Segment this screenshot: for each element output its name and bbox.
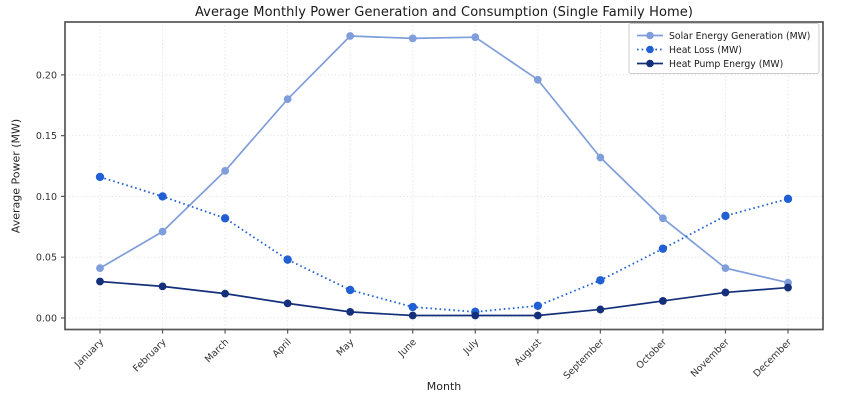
- y-tick-label: 0.00: [36, 313, 57, 324]
- x-tick-label: May: [335, 337, 357, 359]
- data-point-heat-loss-mw: [596, 276, 605, 285]
- legend-marker: [646, 59, 654, 68]
- data-point-heat-pump-energy-mw: [221, 289, 229, 298]
- plot-border: [64, 21, 824, 331]
- legend-label: Heat Loss (MW): [669, 45, 742, 56]
- data-point-heat-pump-energy-mw: [283, 299, 292, 308]
- legend-label: Solar Energy Generation (MW): [669, 31, 810, 42]
- series-line-heat-loss-mw: [99, 176, 789, 313]
- series-line-solar-energy-generation-mw: [99, 35, 789, 284]
- x-axis-label: Month: [426, 380, 462, 393]
- data-point-heat-pump-energy-mw: [346, 307, 355, 316]
- data-point-heat-loss-mw: [721, 211, 730, 221]
- x-tick-label: February: [131, 337, 169, 375]
- data-point-solar-energy-generation-mw: [346, 32, 355, 40]
- data-point-heat-pump-energy-mw: [721, 288, 730, 297]
- data-point-heat-loss-mw: [408, 302, 417, 312]
- data-point-heat-pump-energy-mw: [784, 283, 792, 292]
- data-point-heat-pump-energy-mw: [158, 282, 167, 291]
- data-point-heat-pump-energy-mw: [596, 305, 605, 314]
- x-tick-label: November: [689, 337, 732, 380]
- x-tick-label: June: [396, 337, 419, 360]
- data-point-solar-energy-generation-mw: [659, 214, 667, 223]
- data-point-solar-energy-generation-mw: [158, 227, 167, 236]
- x-tick-label: September: [562, 337, 607, 382]
- data-point-heat-loss-mw: [95, 172, 105, 182]
- data-point-solar-energy-generation-mw: [533, 75, 542, 84]
- data-point-solar-energy-generation-mw: [96, 264, 104, 273]
- data-point-solar-energy-generation-mw: [471, 33, 480, 42]
- data-point-heat-pump-energy-mw: [659, 297, 667, 305]
- data-point-heat-pump-energy-mw: [533, 311, 542, 320]
- y-tick-label: 0.10: [36, 192, 57, 203]
- x-tick-label: October: [634, 337, 669, 372]
- x-tick-label: April: [271, 337, 294, 360]
- x-tick-label: August: [513, 337, 544, 368]
- legend-marker: [646, 45, 654, 54]
- data-point-solar-energy-generation-mw: [283, 95, 292, 104]
- data-point-heat-loss-mw: [345, 285, 355, 295]
- y-tick-label: 0.15: [36, 131, 57, 142]
- data-point-solar-energy-generation-mw: [408, 34, 417, 43]
- data-point-heat-loss-mw: [158, 192, 167, 201]
- data-point-solar-energy-generation-mw: [221, 166, 229, 175]
- x-tick-label: July: [461, 337, 482, 358]
- data-point-solar-energy-generation-mw: [721, 264, 730, 273]
- legend-marker: [646, 31, 654, 40]
- data-point-heat-loss-mw: [783, 194, 793, 204]
- legend-label: Heat Pump Energy (MW): [669, 59, 783, 70]
- legend-box: [628, 23, 820, 74]
- y-tick-label: 0.05: [36, 253, 57, 264]
- data-point-heat-pump-energy-mw: [471, 311, 480, 320]
- data-point-heat-pump-energy-mw: [96, 277, 104, 286]
- y-tick-label: 0.20: [36, 70, 57, 81]
- x-tick-label: January: [72, 337, 106, 371]
- data-point-heat-loss-mw: [220, 214, 230, 223]
- series-line-heat-pump-energy-mw: [99, 280, 789, 317]
- x-tick-label: March: [203, 337, 231, 365]
- x-tick-label: December: [752, 337, 795, 380]
- data-point-heat-pump-energy-mw: [408, 311, 417, 320]
- data-point-heat-loss-mw: [283, 255, 292, 264]
- data-point-solar-energy-generation-mw: [596, 153, 605, 162]
- data-point-heat-loss-mw: [658, 244, 668, 253]
- data-point-heat-loss-mw: [533, 301, 543, 310]
- chart-title: Average Monthly Power Generation and Con…: [194, 5, 694, 20]
